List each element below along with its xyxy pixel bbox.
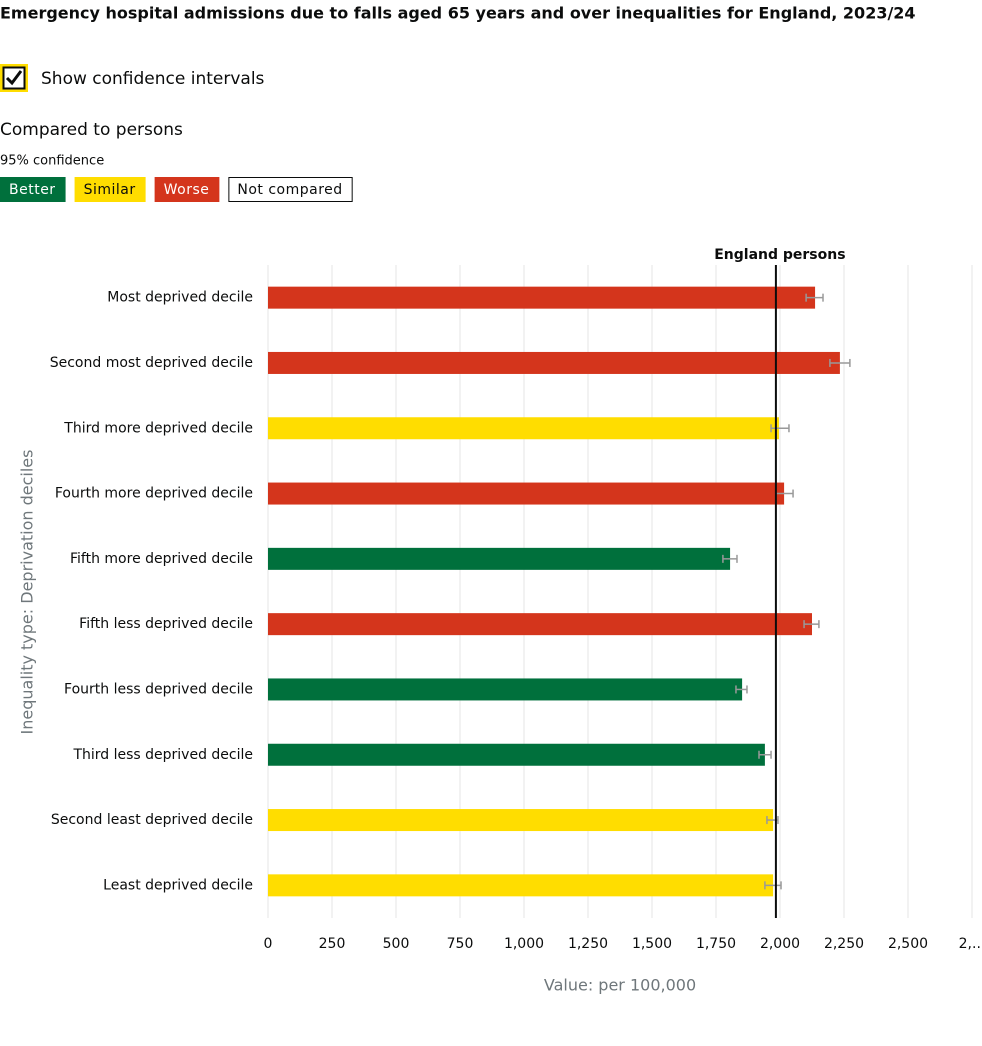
y-tick-label: Second least deprived decile <box>51 812 253 828</box>
x-tick-label: 2,... <box>959 936 982 952</box>
x-tick-label: 250 <box>319 936 346 952</box>
x-tick-label: 0 <box>264 936 273 952</box>
error-bar <box>764 881 782 890</box>
x-tick-label: 750 <box>447 936 474 952</box>
bar <box>268 417 779 440</box>
error-bar <box>829 358 851 367</box>
x-tick-label: 2,000 <box>760 936 800 952</box>
legend-swatch <box>0 177 66 202</box>
x-tick-label: 2,250 <box>824 936 864 952</box>
bar <box>268 743 765 766</box>
chart: 0 250 500 750 1,000 1,250 1,500 1,750 2,000 2,250… <box>18 247 982 995</box>
error-bar <box>735 685 748 694</box>
legend-swatch <box>154 177 220 202</box>
x-tick-label: 1,250 <box>568 936 608 952</box>
x-tick-label: 500 <box>383 936 410 952</box>
confidence-label: 95% confidence <box>0 154 104 169</box>
error-bar <box>803 620 820 629</box>
bar <box>268 874 774 897</box>
comparison-label: Compared to persons <box>0 120 183 140</box>
checkbox[interactable] <box>0 64 28 92</box>
error-bar <box>805 293 824 302</box>
y-tick-label: Third less deprived decile <box>72 747 253 763</box>
title: Emergency hospital admissions due to fal… <box>0 4 916 23</box>
y-axis-label: Inequality type: Deprivation deciles <box>18 450 37 735</box>
legend-label: Similar <box>84 182 136 198</box>
checkbox-label[interactable]: Show confidence intervals <box>41 69 265 89</box>
legend-label: Better <box>9 182 56 198</box>
y-tick-label: Fifth less deprived decile <box>79 616 253 632</box>
checkmark <box>5 70 23 86</box>
error-bar <box>770 424 790 433</box>
bar <box>268 286 816 309</box>
bar <box>268 482 785 505</box>
error-bar <box>722 554 738 563</box>
reference-label: England persons <box>714 247 845 263</box>
x-tick-label: 1,500 <box>632 936 672 952</box>
legend-swatch <box>228 177 353 202</box>
y-tick-label: Fourth less deprived decile <box>64 681 253 697</box>
y-tick-label: Least deprived decile <box>103 877 253 893</box>
legend-swatch <box>74 177 146 202</box>
y-tick-label: Second most deprived decile <box>50 355 253 371</box>
legend: Better Similar Worse Not compared <box>0 177 353 202</box>
x-tick-label: 2,500 <box>888 936 928 952</box>
y-tick-label: Most deprived decile <box>107 290 253 306</box>
bar <box>268 809 774 832</box>
bar <box>268 351 840 374</box>
y-tick-label: Fifth more deprived decile <box>70 551 253 567</box>
x-axis-label: Value: per 100,000 <box>544 976 696 995</box>
bar <box>268 547 731 570</box>
legend-label: Worse <box>164 182 210 198</box>
x-tick-label: 1,000 <box>504 936 544 952</box>
legend-label: Not compared <box>237 182 342 198</box>
error-bar <box>758 750 772 759</box>
y-tick-label: Third more deprived decile <box>63 420 253 436</box>
y-tick-label: Fourth more deprived decile <box>55 486 253 502</box>
x-tick-label: 1,750 <box>696 936 736 952</box>
bar <box>268 678 743 701</box>
bar <box>268 613 812 636</box>
